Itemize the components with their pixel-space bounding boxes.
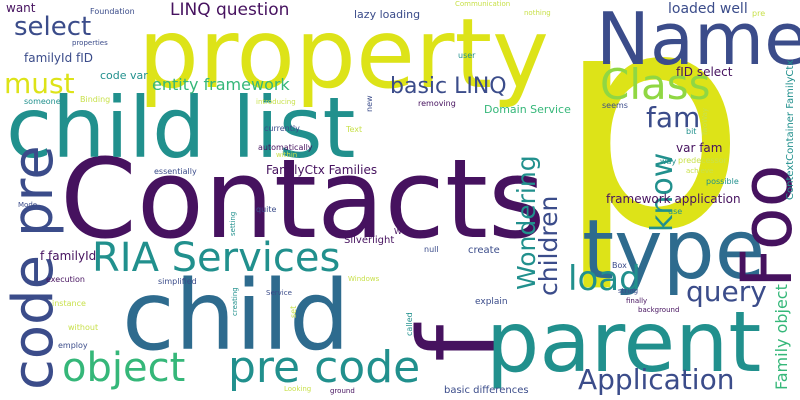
word-loaded-well: loaded well [668,1,748,17]
word-new: new [365,95,374,112]
word-must: must [4,67,75,100]
word-possible: possible [706,177,739,186]
word-essentially: essentially [154,167,197,176]
word-linq-question: LINQ question [170,0,290,20]
word-familyctx-families: FamilyCtx Families [266,163,378,177]
word-explain: explain [475,297,508,307]
word-within: within [276,151,298,159]
word-removing: removing [418,99,456,108]
word-twoway: TwoWay [701,107,709,136]
word-contacts: Contacts [60,135,546,263]
word-properties: properties [72,39,108,47]
word-background: background [638,306,680,314]
word-children: children [534,195,563,296]
word-query: query [686,275,767,308]
word-text: Text [346,125,363,134]
word-parent: parent [486,293,762,391]
word-creating: creating [231,287,239,316]
word-pre-code: pre code [228,342,421,393]
word-contextcontainer-familyctx: ContextContainer FamilyCtx [785,59,796,200]
word-use: use [668,207,683,216]
word-nothing: nothing [524,9,551,17]
word-way: way [660,157,677,166]
word-communication: Communication [455,0,511,8]
word-binding: Binding [80,95,111,104]
word-set: set [289,305,298,318]
word-object: object [62,345,186,391]
word-introducing: introducing [256,98,296,106]
word-var-fam: var fam [676,141,723,155]
word-execution: execution [46,275,85,284]
word-windows: Windows [348,275,380,283]
word-string: string [618,287,639,295]
word-achieve: achieve [686,167,714,175]
word-select: select [14,12,92,42]
word-type: type [582,203,766,298]
word-familyid-fid: familyId fID [24,51,94,65]
word-seems: seems [602,101,628,110]
word-f-familyid: f familyId [40,249,97,263]
word-quite: quite [256,205,277,214]
word-child: child [122,260,350,372]
word-setting: setting [229,211,237,236]
word-finally: finally [626,297,648,305]
word-foundation: Foundation [90,7,135,16]
word-name: Name [596,0,800,81]
word-null: null [424,245,439,254]
word-predecessor: predecessor [678,156,727,165]
word-silverlight: Silverlight [344,235,395,246]
word-create: create [468,245,500,256]
word-entity-framework: entity framework [152,75,290,94]
word-wcf: WCF [394,227,413,236]
word-lazy-loading: lazy loading [354,8,421,21]
word-user: user [458,51,476,60]
word-basic-differences: basic differences [444,385,529,396]
word-family-object: Family object [772,284,791,390]
word-p: p [556,0,747,296]
word-called: called [405,312,414,336]
word-automatically: automatically [258,143,313,152]
word-looking: Looking [284,385,312,393]
word-service: Service [266,289,292,297]
word-want: want [6,1,36,15]
word-domain-service: Domain Service [484,103,571,116]
word-application: Application [578,363,735,396]
word-framework-application: framework application [606,192,741,206]
word-someone: someone [24,97,61,106]
word-simplified: simplified [158,277,197,286]
word-fam: fam [646,101,701,134]
word-currently: currently [264,124,300,133]
word-instance: instance [52,299,86,308]
word-code-pre: code pre [1,145,66,390]
word-fid-select: fID select [676,65,733,79]
word-employ: employ [58,341,88,350]
word-basic-linq: basic LINQ [390,74,507,99]
word-ria-services: RIA Services [92,235,341,281]
word-property: property [138,0,549,110]
word-class: Class [600,60,711,109]
word-ground: ground [330,387,355,395]
word-bit: bit [686,127,697,136]
word-box: Box [612,261,627,270]
word-child-list: child list [6,79,356,177]
word-load: load [568,259,641,299]
word-code-var: code var [100,69,148,82]
word-pre: pre [752,9,766,18]
word-without: without [68,323,99,332]
word-mode: Mode [18,201,38,209]
